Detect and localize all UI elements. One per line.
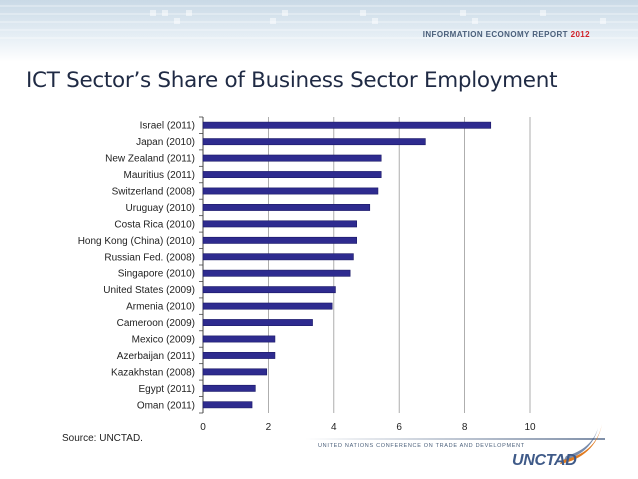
report-title: INFORMATION ECONOMY REPORT: [422, 30, 568, 39]
category-label: Mauritius (2011): [123, 170, 195, 181]
x-tick-label: 6: [396, 422, 402, 433]
bar: [202, 319, 313, 326]
bar: [202, 384, 256, 392]
bar: [202, 352, 276, 359]
grid-layer: [199, 116, 531, 414]
bar: [202, 154, 382, 162]
x-tick-label: 8: [462, 422, 468, 433]
category-label: Hong Kong (China) (2010): [78, 236, 195, 247]
category-label: Switzerland (2008): [112, 187, 195, 198]
bar: [202, 302, 333, 310]
category-label: Japan (2010): [136, 137, 195, 148]
slide-title: ICT Sector’s Share of Business Sector Em…: [26, 68, 558, 93]
bar: [202, 401, 253, 409]
footer-line: [305, 438, 605, 440]
bar: [202, 171, 382, 178]
bar: [202, 253, 354, 261]
category-label: Azerbaijan (2011): [117, 351, 195, 362]
category-labels: Israel (2011) Japan (2010) New Zealand (20…: [78, 121, 195, 412]
report-label: INFORMATION ECONOMY REPORT 2012: [423, 30, 590, 39]
bar: [202, 138, 426, 146]
category-label: Mexico (2009): [132, 335, 195, 346]
bar: [202, 204, 371, 211]
category-label: Kazakhstan (2008): [111, 367, 195, 378]
x-tick-label: 10: [524, 422, 536, 433]
bar: [202, 335, 276, 343]
bar-layer: [202, 121, 492, 409]
x-axis-ticks: 0 2 4 6 8 10: [200, 422, 536, 433]
bar: [202, 187, 379, 195]
category-label: Egypt (2011): [138, 384, 195, 395]
bar: [202, 121, 492, 129]
category-label: Armenia (2010): [126, 302, 195, 313]
unctad-logo-text: UNCTAD: [512, 452, 577, 469]
category-label: Costa Rica (2010): [114, 219, 195, 230]
unctad-swoosh-icon: [560, 424, 602, 464]
header-stripes-decoration: [0, 5, 638, 39]
bar: [202, 286, 336, 294]
source-note: Source: UNCTAD.: [62, 433, 143, 444]
bar: [202, 368, 268, 376]
bar: [202, 220, 357, 228]
x-tick-label: 0: [200, 422, 206, 433]
report-year: 2012: [570, 30, 590, 39]
category-label: Israel (2011): [140, 121, 195, 132]
x-tick-label: 4: [331, 422, 337, 433]
category-label: New Zealand (2011): [105, 154, 195, 165]
category-label: Cameroon (2009): [117, 318, 195, 329]
category-label: Oman (2011): [137, 400, 195, 411]
header-band: INFORMATION ECONOMY REPORT 2012: [0, 0, 638, 62]
x-tick-label: 2: [266, 422, 272, 433]
footer-tagline: UNITED NATIONS CONFERENCE ON TRADE AND D…: [318, 443, 525, 449]
category-label: United States (2009): [103, 285, 195, 296]
bar: [202, 269, 351, 277]
category-label: Singapore (2010): [118, 269, 195, 280]
category-label: Russian Fed. (2008): [104, 252, 195, 263]
bar: [202, 236, 357, 244]
category-label: Uruguay (2010): [126, 203, 195, 214]
